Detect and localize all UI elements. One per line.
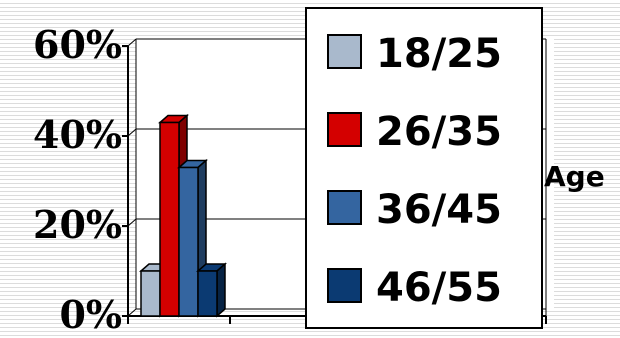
legend-swatch (327, 268, 362, 303)
legend-label: 46/55 (376, 265, 502, 311)
legend-title: Age (544, 160, 605, 193)
gridline-depth (127, 128, 137, 137)
bar-side (216, 262, 226, 318)
legend-swatch (327, 190, 362, 225)
y-tick-label: 60% (33, 22, 122, 67)
legend-item-26-35: 26/35 (327, 109, 502, 155)
bar-front (140, 270, 161, 317)
bar-46-55 (196, 262, 227, 318)
legend-label: 36/45 (376, 187, 502, 233)
bar-front (197, 270, 218, 317)
legend-label: 18/25 (376, 31, 502, 77)
legend: 18/25 26/35 36/45 46/55 (305, 7, 543, 329)
legend-swatch (327, 34, 362, 69)
gridline-depth (127, 308, 137, 317)
gridline-depth (127, 38, 137, 47)
legend-label: 26/35 (376, 109, 502, 155)
y-tick-label: 0% (59, 292, 122, 337)
legend-item-46-55: 46/55 (327, 265, 502, 311)
legend-item-36-45: 36/45 (327, 187, 502, 233)
legend-item-18-25: 18/25 (327, 31, 502, 77)
bar-front (159, 121, 180, 317)
gridline-depth (127, 218, 137, 227)
y-tick-label: 20% (33, 202, 122, 247)
y-tick-label: 40% (33, 112, 122, 157)
bar-front (178, 166, 199, 317)
legend-swatch (327, 112, 362, 147)
